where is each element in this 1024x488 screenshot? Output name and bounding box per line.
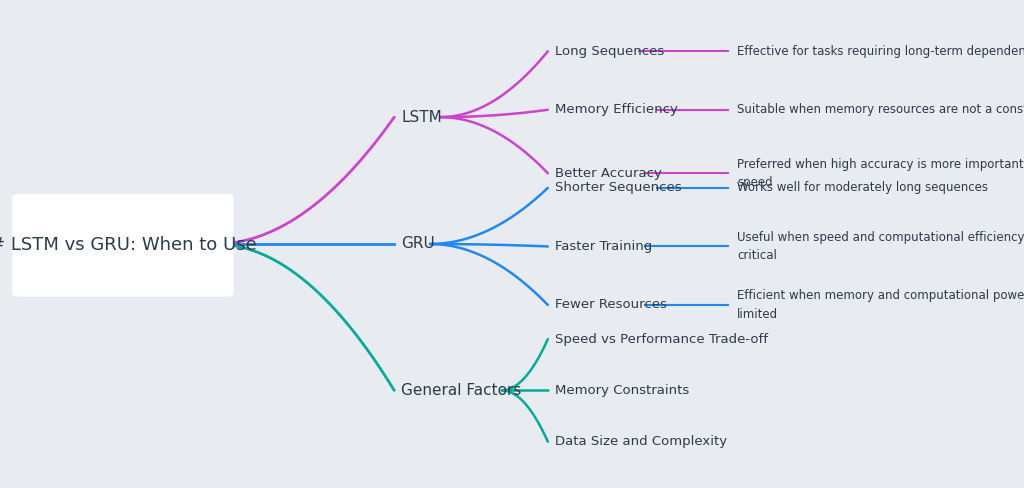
Text: Long Sequences: Long Sequences [555,45,665,58]
Text: LSTM: LSTM [401,110,442,124]
Text: Shorter Sequences: Shorter Sequences [555,182,682,194]
Text: Data Size and Complexity: Data Size and Complexity [555,435,727,448]
Text: # LSTM vs GRU: When to Use: # LSTM vs GRU: When to Use [0,236,256,254]
FancyBboxPatch shape [12,194,233,297]
Text: Fewer Resources: Fewer Resources [555,299,667,311]
Text: Better Accuracy: Better Accuracy [555,167,662,180]
Text: Memory Efficiency: Memory Efficiency [555,103,678,116]
Text: Suitable when memory resources are not a constraint: Suitable when memory resources are not a… [737,103,1024,116]
Text: Works well for moderately long sequences: Works well for moderately long sequences [737,182,988,194]
Text: Useful when speed and computational efficiency are
critical: Useful when speed and computational effi… [737,231,1024,262]
Text: Speed vs Performance Trade-off: Speed vs Performance Trade-off [555,333,768,346]
Text: Faster Training: Faster Training [555,240,652,253]
Text: General Factors: General Factors [401,383,522,398]
Text: Efficient when memory and computational power are
limited: Efficient when memory and computational … [737,289,1024,321]
Text: Memory Constraints: Memory Constraints [555,384,689,397]
Text: GRU: GRU [401,237,435,251]
Text: Preferred when high accuracy is more important than
speed: Preferred when high accuracy is more imp… [737,158,1024,189]
Text: Effective for tasks requiring long-term dependencies: Effective for tasks requiring long-term … [737,45,1024,58]
